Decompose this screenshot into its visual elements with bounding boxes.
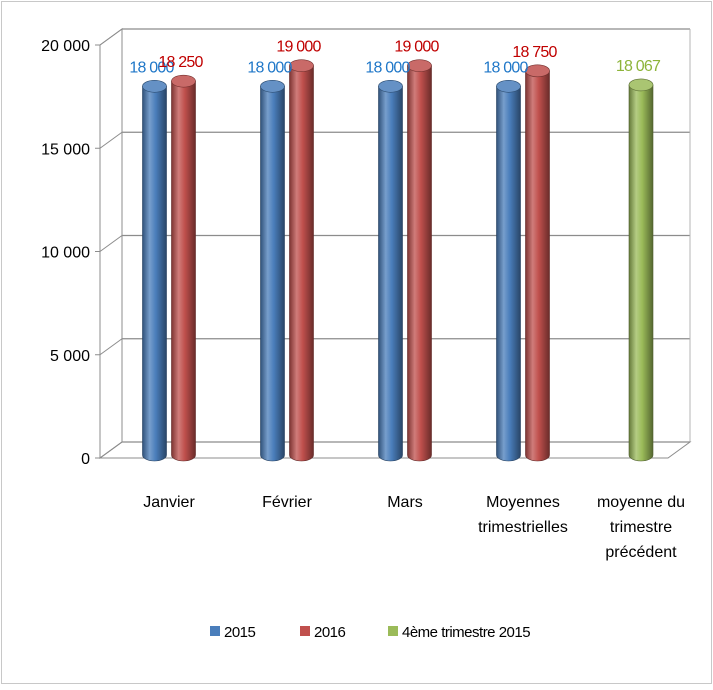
x-tick-label: Moyennes — [486, 494, 560, 511]
data-label: 18 067 — [616, 58, 661, 75]
bar-top-3-0 — [496, 80, 521, 93]
bar-top-2-1 — [407, 59, 432, 72]
x-tick-label: Février — [262, 494, 312, 511]
bar-top-3-1 — [525, 64, 550, 78]
data-label: 18 000 — [129, 59, 174, 76]
x-tick-label: Mars — [387, 494, 423, 511]
x-tick-label: moyenne du — [597, 494, 685, 511]
floor — [98, 441, 692, 459]
x-tick-label: trimestre — [610, 519, 672, 536]
y-tick-label: 10 000 — [41, 245, 90, 262]
y-tick-label: 20 000 — [41, 38, 90, 55]
bar-1-0 — [260, 86, 285, 462]
bar-top-0-1 — [171, 74, 196, 88]
legend-swatch — [388, 626, 398, 636]
data-label: 18 750 — [512, 44, 557, 61]
legend-swatch — [300, 626, 310, 636]
data-label: 19 000 — [394, 39, 439, 56]
legend-label: 4ème trimestre 2015 — [402, 624, 530, 641]
bar-top-4-2 — [628, 78, 654, 92]
legend-label: 2016 — [314, 624, 346, 641]
bar-4-2 — [628, 84, 654, 462]
y-tick-label: 15 000 — [41, 141, 90, 158]
gridline-diagonal — [99, 338, 123, 356]
data-label: 18 000 — [247, 59, 292, 76]
bar-top-0-0 — [142, 80, 167, 93]
bar-top-1-1 — [289, 59, 314, 72]
bar-top-2-0 — [378, 80, 403, 93]
data-label: 18 250 — [158, 54, 203, 71]
legend-swatch — [210, 626, 220, 636]
data-label: 18 000 — [365, 59, 410, 76]
bar-0-0 — [142, 86, 167, 462]
y-tick-label: 5 000 — [50, 348, 90, 365]
gridline-diagonal — [99, 131, 123, 149]
bar-2-1 — [407, 65, 432, 462]
gridline-diagonal — [99, 235, 123, 252]
x-tick-label: trimestrielles — [478, 519, 568, 536]
legend-label: 2015 — [224, 624, 256, 641]
bar-0-1 — [171, 80, 196, 462]
bar-1-1 — [289, 65, 314, 462]
x-tick-label: Janvier — [143, 494, 195, 511]
gridline-diagonal — [99, 28, 123, 46]
x-tick-label: précédent — [605, 544, 677, 561]
bar-2-0 — [378, 86, 403, 462]
y-tick-label: 0 — [81, 451, 90, 468]
data-label: 18 000 — [483, 59, 528, 76]
bar-3-0 — [496, 86, 521, 462]
bar-top-1-0 — [260, 80, 285, 93]
bar-3-1 — [525, 70, 550, 462]
data-label: 19 000 — [276, 39, 321, 56]
